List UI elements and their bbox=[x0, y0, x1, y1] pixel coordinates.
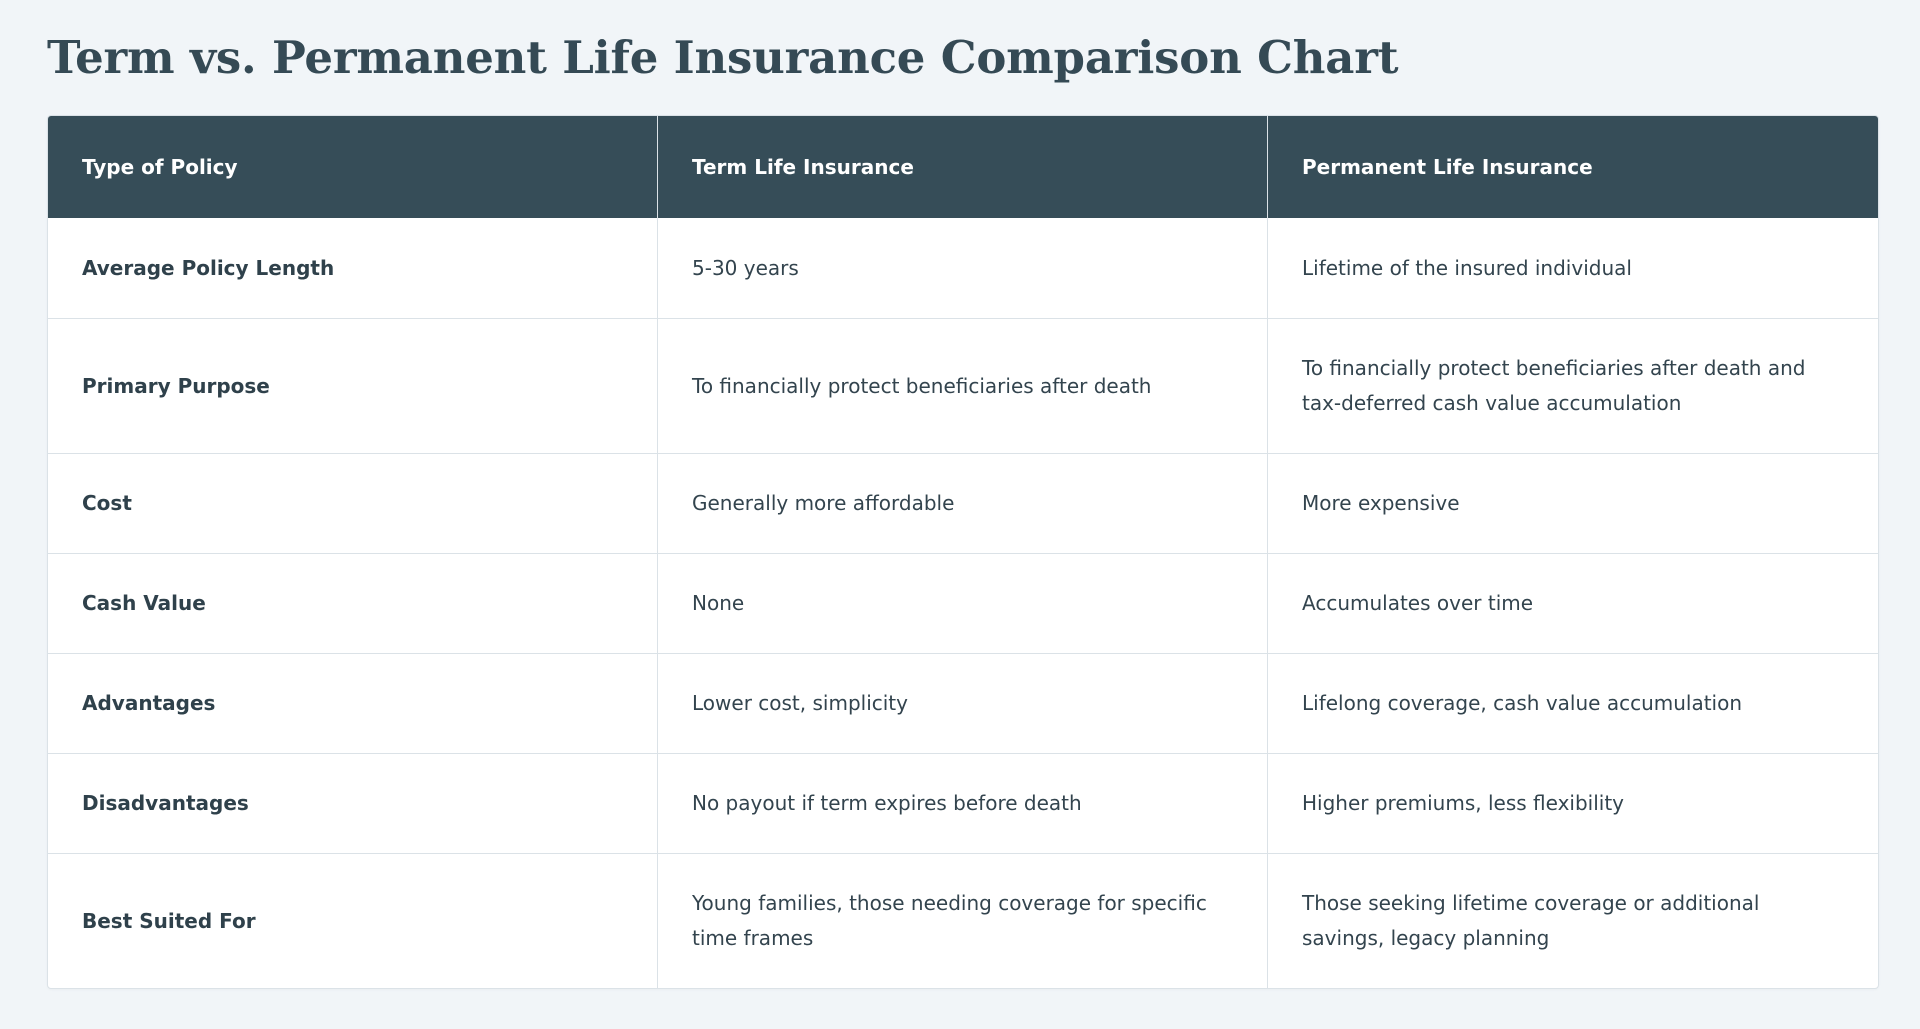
table-body: Average Policy Length 5-30 years Lifetim… bbox=[48, 218, 1878, 988]
page-title: Term vs. Permanent Life Insurance Compar… bbox=[47, 31, 1399, 84]
term-cell: Generally more affordable bbox=[658, 453, 1268, 553]
row-label: Disadvantages bbox=[48, 753, 658, 853]
permanent-cell: To financially protect beneficiaries aft… bbox=[1268, 318, 1878, 453]
table-row: Average Policy Length 5-30 years Lifetim… bbox=[48, 218, 1878, 318]
row-label: Cash Value bbox=[48, 553, 658, 653]
table-header: Type of Policy Term Life Insurance Perma… bbox=[48, 116, 1878, 218]
table-row: Cost Generally more affordable More expe… bbox=[48, 453, 1878, 553]
table-row: Cash Value None Accumulates over time bbox=[48, 553, 1878, 653]
term-cell: 5-30 years bbox=[658, 218, 1268, 318]
permanent-cell: Lifelong coverage, cash value accumulati… bbox=[1268, 653, 1878, 753]
column-header-type-of-policy: Type of Policy bbox=[48, 116, 658, 218]
permanent-cell: Higher premiums, less flexibility bbox=[1268, 753, 1878, 853]
term-cell: To financially protect beneficiaries aft… bbox=[658, 318, 1268, 453]
row-label: Best Suited For bbox=[48, 853, 658, 988]
term-cell: Lower cost, simplicity bbox=[658, 653, 1268, 753]
row-label: Primary Purpose bbox=[48, 318, 658, 453]
permanent-cell: Lifetime of the insured individual bbox=[1302, 255, 1632, 280]
row-label: Average Policy Length bbox=[48, 218, 658, 318]
permanent-cell: Those seeking lifetime coverage or addit… bbox=[1268, 853, 1878, 988]
term-cell: None bbox=[658, 553, 1268, 653]
column-header-term-life: Term Life Insurance bbox=[658, 116, 1268, 218]
page: Term vs. Permanent Life Insurance Compar… bbox=[47, 0, 1879, 989]
row-label: Advantages bbox=[48, 653, 658, 753]
table-row: Best Suited For Young families, those ne… bbox=[48, 853, 1878, 988]
table-row: Primary Purpose To financially protect b… bbox=[48, 318, 1878, 453]
column-header-permanent-life: Permanent Life Insurance bbox=[1268, 116, 1878, 218]
permanent-cell: Accumulates over time bbox=[1268, 553, 1878, 653]
table-row: Disadvantages No payout if term expires … bbox=[48, 753, 1878, 853]
permanent-cell: More expensive bbox=[1268, 453, 1878, 553]
term-cell: Young families, those needing coverage f… bbox=[658, 853, 1268, 988]
table-row: Advantages Lower cost, simplicity Lifelo… bbox=[48, 653, 1878, 753]
header-row: Type of Policy Term Life Insurance Perma… bbox=[48, 116, 1878, 218]
row-label: Cost bbox=[48, 453, 658, 553]
comparison-table: Type of Policy Term Life Insurance Perma… bbox=[47, 115, 1879, 989]
term-cell: No payout if term expires before death bbox=[658, 753, 1268, 853]
